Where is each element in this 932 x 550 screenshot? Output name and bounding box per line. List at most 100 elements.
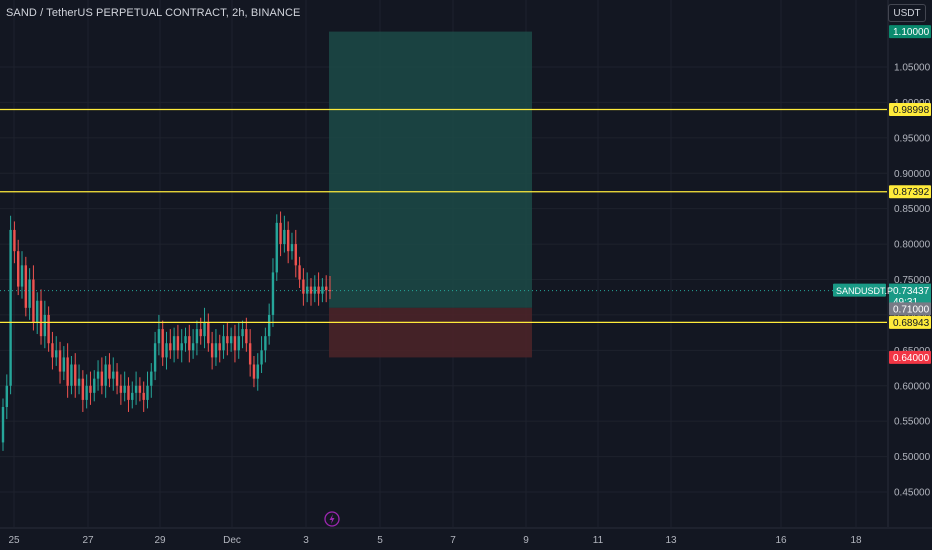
candle-body: [226, 336, 229, 344]
candle-body: [70, 364, 73, 386]
candle-body: [313, 286, 316, 294]
x-tick-label: 29: [154, 535, 166, 546]
entry-price-label-bg: [889, 302, 931, 316]
stop-price-label: 0.64000: [893, 353, 930, 364]
candle-body: [24, 265, 28, 308]
candle-body: [283, 229, 286, 245]
candle-body: [286, 229, 290, 252]
line-price-label: 0.87392: [893, 187, 930, 198]
candle-body: [180, 343, 183, 351]
candle-body: [74, 364, 77, 386]
x-tick-label: 9: [523, 535, 529, 546]
candle-body: [108, 364, 111, 379]
candle-body: [36, 300, 39, 322]
candle-body: [115, 371, 119, 386]
candle-body: [93, 378, 96, 393]
candle-body: [81, 378, 85, 400]
x-tick-label: 5: [377, 535, 383, 546]
line-price-label-bg: [889, 315, 931, 329]
y-tick-label: 0.60000: [894, 381, 931, 392]
line-price-label: 0.98998: [893, 105, 930, 116]
loss-zone[interactable]: [329, 307, 532, 358]
candle-body: [199, 329, 202, 337]
candle-body: [17, 251, 20, 287]
candle-body: [188, 336, 191, 351]
candle-body: [123, 385, 126, 393]
candle-body: [13, 229, 16, 252]
candle-body: [309, 286, 313, 294]
candle-body: [237, 336, 240, 351]
x-tick-label: 7: [450, 535, 456, 546]
y-tick-label: 0.85000: [894, 204, 931, 215]
candle-body: [77, 378, 81, 386]
candle-body: [28, 279, 31, 308]
candle-body: [203, 322, 206, 337]
candle-body: [66, 357, 69, 386]
stop-price-label-bg: [889, 350, 931, 364]
candle-body: [32, 279, 35, 322]
candle-body: [264, 336, 267, 351]
candle-body: [245, 329, 248, 344]
candle-body: [191, 343, 195, 351]
line-price-label-bg: [889, 185, 931, 199]
y-tick-label: 1.05000: [894, 63, 931, 74]
candle-body: [43, 314, 47, 337]
candle-body: [150, 371, 153, 386]
line-price-label: 0.68943: [893, 318, 930, 329]
candle-body: [252, 364, 256, 379]
candle-body: [1, 407, 5, 443]
candle-body: [142, 392, 145, 400]
candle-body: [58, 350, 62, 372]
candle-body: [9, 229, 12, 386]
candle-body: [328, 290, 332, 292]
candle-body: [39, 300, 43, 337]
candle-body: [161, 329, 164, 358]
candle-body: [85, 385, 88, 400]
candle-body: [229, 336, 233, 344]
bolt-icon[interactable]: [324, 511, 340, 527]
y-tick-label: 0.75000: [894, 275, 931, 286]
candle-body: [241, 329, 244, 337]
x-tick-label: 27: [82, 535, 94, 546]
candle-body: [127, 385, 130, 400]
candle-body: [321, 286, 324, 294]
candle-body: [290, 244, 294, 252]
candle-body: [260, 350, 263, 365]
x-tick-label: 11: [593, 535, 604, 546]
x-tick-label: 16: [775, 535, 787, 546]
candle-body: [47, 314, 50, 344]
x-tick-label: 13: [665, 535, 677, 546]
symbol-tag-bg: [833, 283, 886, 297]
profit-zone[interactable]: [329, 31, 532, 308]
candle-body: [256, 364, 259, 379]
candle-body: [222, 336, 225, 351]
candle-body: [153, 343, 157, 372]
target-price-label: 1.10000: [893, 27, 930, 38]
y-tick-label: 0.90000: [894, 169, 931, 180]
candle-body: [146, 385, 149, 400]
candle-body: [51, 343, 54, 358]
candle-body: [104, 364, 107, 386]
candle-body: [134, 385, 138, 393]
x-tick-label: 25: [8, 535, 20, 546]
line-price-label-bg: [889, 103, 931, 117]
candle-body: [298, 265, 301, 280]
y-tick-label: 0.55000: [894, 417, 931, 428]
candle-body: [119, 385, 123, 393]
candle-body: [169, 343, 172, 351]
x-tick-label: Dec: [223, 535, 241, 546]
candle-body: [100, 371, 104, 386]
candle-body: [184, 336, 187, 344]
candle-body: [271, 272, 275, 315]
candle-body: [324, 286, 328, 291]
candle-body: [210, 343, 214, 358]
candle-body: [89, 385, 92, 393]
currency-button[interactable]: USDT: [888, 4, 926, 22]
candle-body: [214, 343, 218, 358]
candle-body: [279, 222, 282, 245]
candle-body: [302, 279, 305, 294]
y-tick-label: 0.45000: [894, 488, 931, 499]
candle-body: [20, 265, 24, 287]
candle-body: [195, 329, 199, 344]
